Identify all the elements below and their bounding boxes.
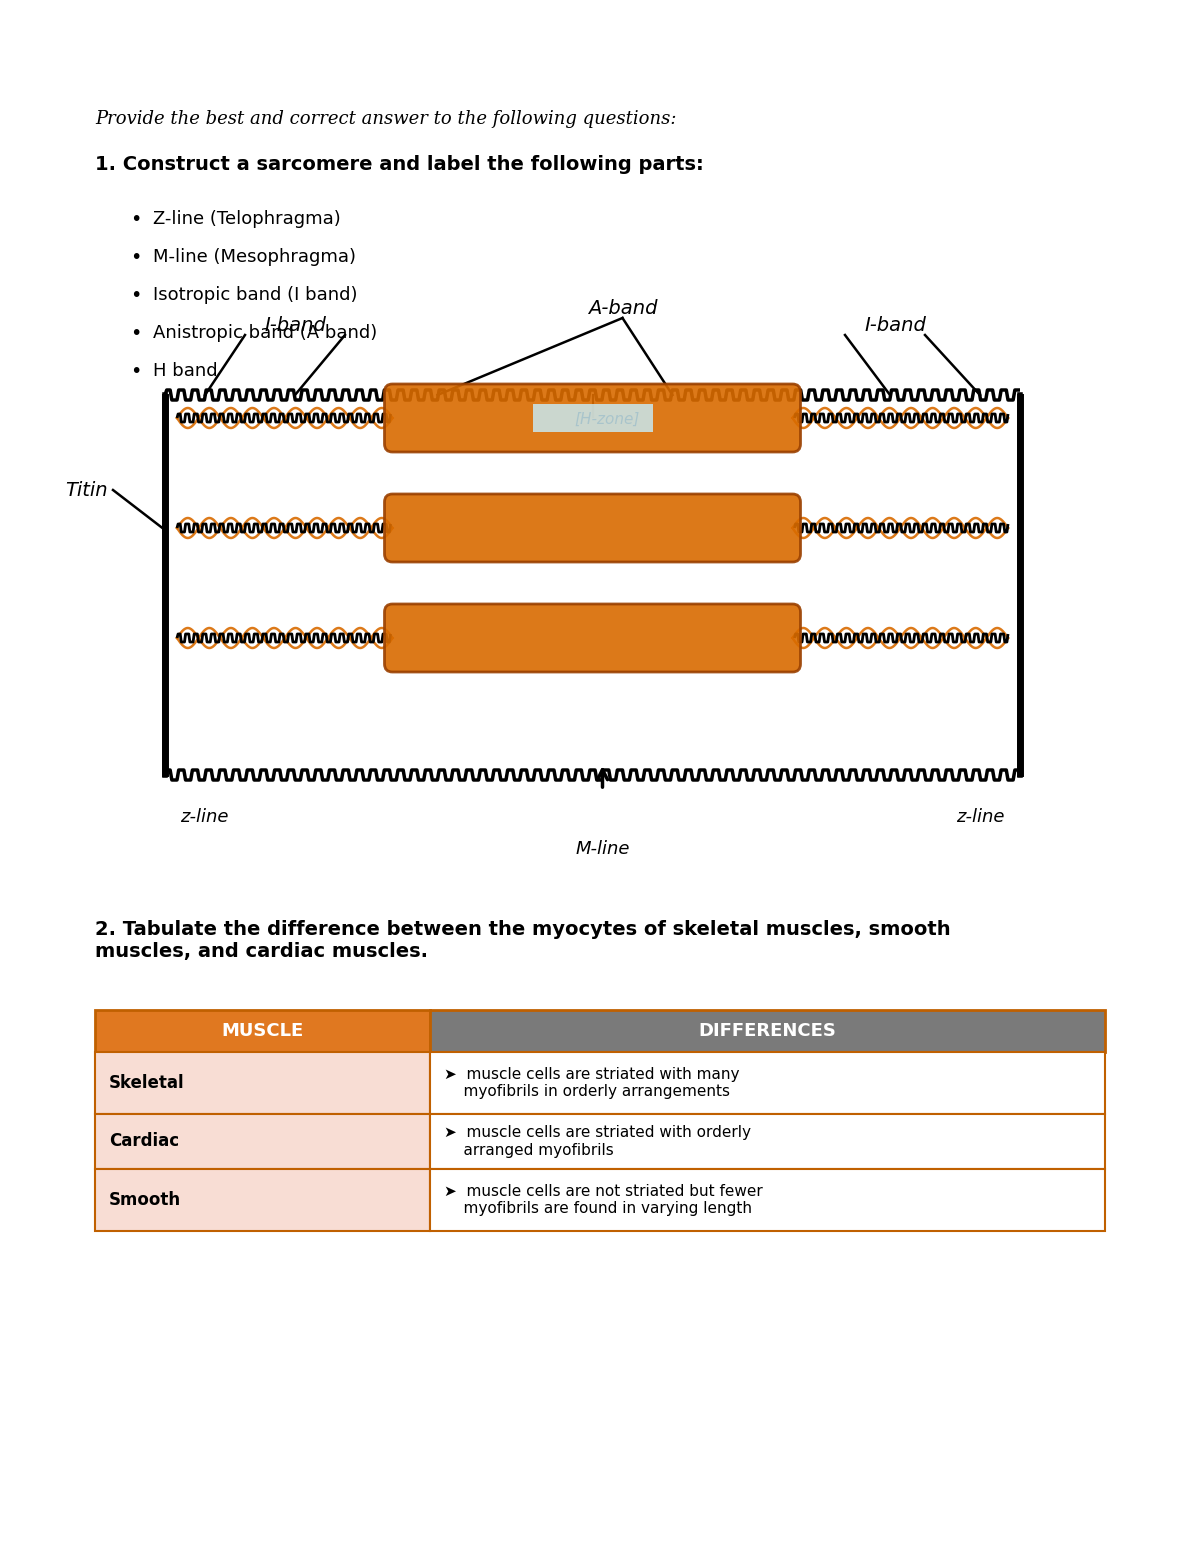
Bar [430, 1051, 1105, 1114]
Text: •: • [130, 210, 142, 228]
Text: •: • [130, 248, 142, 267]
Bar [95, 1169, 430, 1232]
Text: I-band: I-band [264, 315, 326, 335]
Text: M-line (Mesophragma): M-line (Mesophragma) [154, 248, 356, 266]
Text: z-line: z-line [180, 808, 228, 826]
Bar [430, 1009, 1105, 1051]
Text: Cardiac: Cardiac [109, 1132, 179, 1151]
Text: 1. Construct a sarcomere and label the following parts:: 1. Construct a sarcomere and label the f… [95, 155, 703, 174]
Bar [95, 1009, 430, 1051]
Bar [430, 1114, 1105, 1169]
Text: Anistropic band (A band): Anistropic band (A band) [154, 325, 377, 342]
Text: Titin: Titin [65, 480, 108, 500]
FancyBboxPatch shape [384, 494, 800, 562]
Text: Skeletal: Skeletal [109, 1075, 185, 1092]
Text: M-line: M-line [575, 840, 630, 857]
Text: 2. Tabulate the difference between the myocytes of skeletal muscles, smooth
musc: 2. Tabulate the difference between the m… [95, 919, 950, 961]
Bar [95, 1114, 430, 1169]
Text: MUSCLE: MUSCLE [221, 1022, 304, 1041]
Text: H band: H band [154, 362, 217, 380]
Text: Provide the best and correct answer to the following questions:: Provide the best and correct answer to t… [95, 110, 677, 127]
Text: •: • [130, 325, 142, 343]
Text: ➤  muscle cells are not striated but fewer
    myofibrils are found in varying l: ➤ muscle cells are not striated but fewe… [444, 1183, 763, 1216]
Text: Smooth: Smooth [109, 1191, 181, 1208]
Text: I-band: I-band [864, 315, 926, 335]
Text: ➤  muscle cells are striated with many
    myofibrils in orderly arrangements: ➤ muscle cells are striated with many my… [444, 1067, 739, 1100]
Text: Z-line (Telophragma): Z-line (Telophragma) [154, 210, 341, 228]
Text: A-band: A-band [588, 300, 658, 318]
Text: DIFFERENCES: DIFFERENCES [698, 1022, 836, 1041]
FancyBboxPatch shape [384, 384, 800, 452]
Text: •: • [130, 286, 142, 304]
Text: ➤  muscle cells are striated with orderly
    arranged myofibrils: ➤ muscle cells are striated with orderly… [444, 1126, 751, 1157]
Text: Isotropic band (I band): Isotropic band (I band) [154, 286, 358, 304]
Bar [533, 404, 653, 432]
Text: [H-zone]: [H-zone] [575, 412, 640, 427]
FancyBboxPatch shape [384, 604, 800, 672]
Text: •: • [130, 362, 142, 380]
Bar [430, 1169, 1105, 1232]
Text: z-line: z-line [956, 808, 1006, 826]
Bar [95, 1051, 430, 1114]
